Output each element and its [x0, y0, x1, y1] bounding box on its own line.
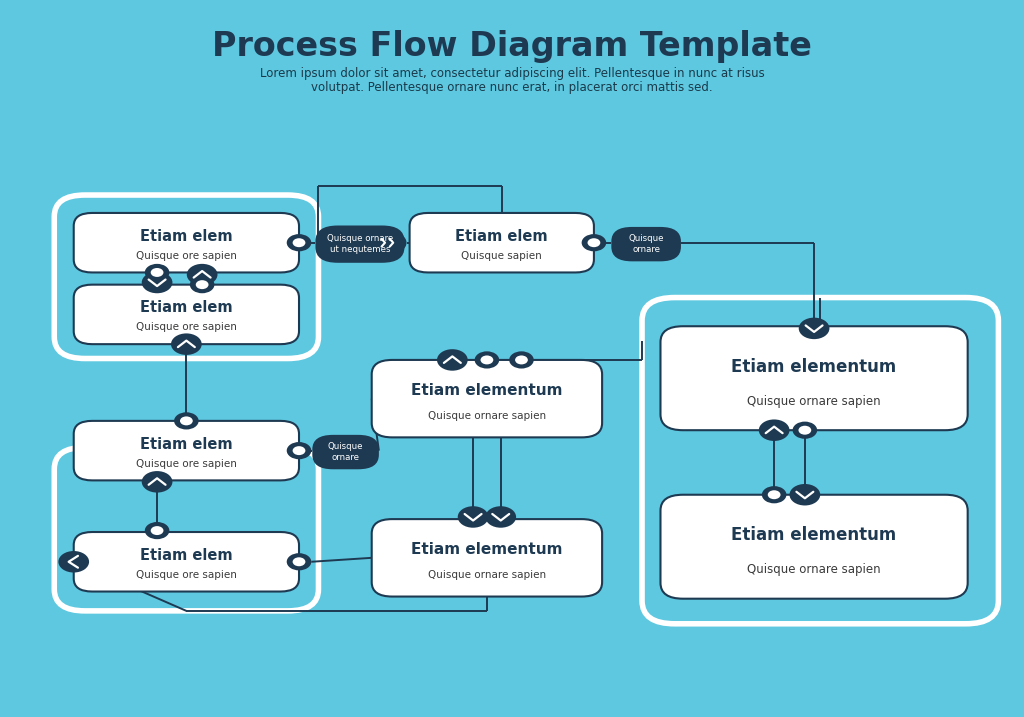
Text: Quisque ore sapien: Quisque ore sapien: [136, 323, 237, 333]
Circle shape: [485, 506, 516, 528]
Text: Etiam elem: Etiam elem: [140, 229, 232, 244]
Text: Process Flow Diagram Template: Process Flow Diagram Template: [212, 30, 812, 63]
Circle shape: [480, 356, 494, 364]
FancyBboxPatch shape: [74, 421, 299, 480]
Circle shape: [799, 318, 829, 339]
FancyBboxPatch shape: [74, 285, 299, 344]
Text: Quisque ornare
ut nequtemes: Quisque ornare ut nequtemes: [327, 234, 393, 255]
FancyBboxPatch shape: [660, 495, 968, 599]
Text: Lorem ipsum dolor sit amet, consectetur adipiscing elit. Pellentesque in nunc at: Lorem ipsum dolor sit amet, consectetur …: [260, 67, 764, 80]
Circle shape: [196, 280, 209, 289]
Circle shape: [582, 234, 606, 252]
Circle shape: [180, 417, 193, 425]
Circle shape: [437, 349, 468, 371]
Circle shape: [768, 490, 780, 499]
Text: Etiam elem: Etiam elem: [140, 300, 232, 315]
Text: Quisque ornare sapien: Quisque ornare sapien: [748, 563, 881, 576]
Text: Etiam elementum: Etiam elementum: [412, 542, 562, 557]
Circle shape: [151, 268, 164, 277]
Text: Quisque ornare sapien: Quisque ornare sapien: [428, 411, 546, 421]
Circle shape: [293, 446, 305, 455]
FancyBboxPatch shape: [611, 227, 681, 262]
Circle shape: [151, 526, 164, 535]
Text: Quisque
ornare: Quisque ornare: [328, 442, 364, 462]
FancyBboxPatch shape: [372, 360, 602, 437]
FancyBboxPatch shape: [315, 226, 404, 263]
Text: Etiam elementum: Etiam elementum: [731, 526, 897, 544]
Circle shape: [474, 351, 500, 369]
Circle shape: [141, 471, 172, 493]
Text: Quisque ore sapien: Quisque ore sapien: [136, 459, 237, 469]
FancyBboxPatch shape: [660, 326, 968, 430]
Circle shape: [588, 238, 600, 247]
Text: Quisque ore sapien: Quisque ore sapien: [136, 570, 237, 580]
Circle shape: [458, 506, 488, 528]
Text: Quisque ornare sapien: Quisque ornare sapien: [428, 570, 546, 580]
Text: Etiam elem: Etiam elem: [140, 437, 232, 452]
Circle shape: [515, 356, 527, 364]
Text: Etiam elementum: Etiam elementum: [412, 383, 562, 398]
FancyBboxPatch shape: [372, 519, 602, 597]
Circle shape: [189, 276, 214, 293]
Circle shape: [144, 264, 169, 281]
Circle shape: [793, 422, 817, 439]
Text: Etiam elementum: Etiam elementum: [731, 358, 897, 376]
Circle shape: [762, 486, 786, 503]
Text: Quisque
ornare: Quisque ornare: [629, 234, 664, 255]
Circle shape: [144, 522, 169, 539]
Circle shape: [171, 333, 202, 355]
Circle shape: [293, 557, 305, 566]
Circle shape: [141, 272, 172, 293]
Text: volutpat. Pellentesque ornare nunc erat, in placerat orci mattis sed.: volutpat. Pellentesque ornare nunc erat,…: [311, 81, 713, 94]
Circle shape: [509, 351, 534, 369]
FancyBboxPatch shape: [410, 213, 594, 272]
Circle shape: [186, 264, 217, 285]
Circle shape: [287, 442, 311, 460]
Text: Etiam elem: Etiam elem: [456, 229, 548, 244]
Circle shape: [287, 234, 311, 252]
Circle shape: [790, 484, 820, 505]
FancyBboxPatch shape: [312, 435, 379, 470]
Text: Quisque sapien: Quisque sapien: [462, 251, 542, 261]
Circle shape: [799, 426, 811, 435]
Text: Quisque ornare sapien: Quisque ornare sapien: [748, 394, 881, 407]
Circle shape: [174, 412, 199, 429]
FancyBboxPatch shape: [74, 532, 299, 592]
Circle shape: [759, 419, 790, 441]
Circle shape: [58, 551, 89, 572]
Text: Etiam elem: Etiam elem: [140, 548, 232, 563]
Text: Quisque ore sapien: Quisque ore sapien: [136, 251, 237, 261]
Circle shape: [287, 554, 311, 571]
FancyBboxPatch shape: [74, 213, 299, 272]
Circle shape: [293, 238, 305, 247]
Circle shape: [376, 232, 407, 254]
